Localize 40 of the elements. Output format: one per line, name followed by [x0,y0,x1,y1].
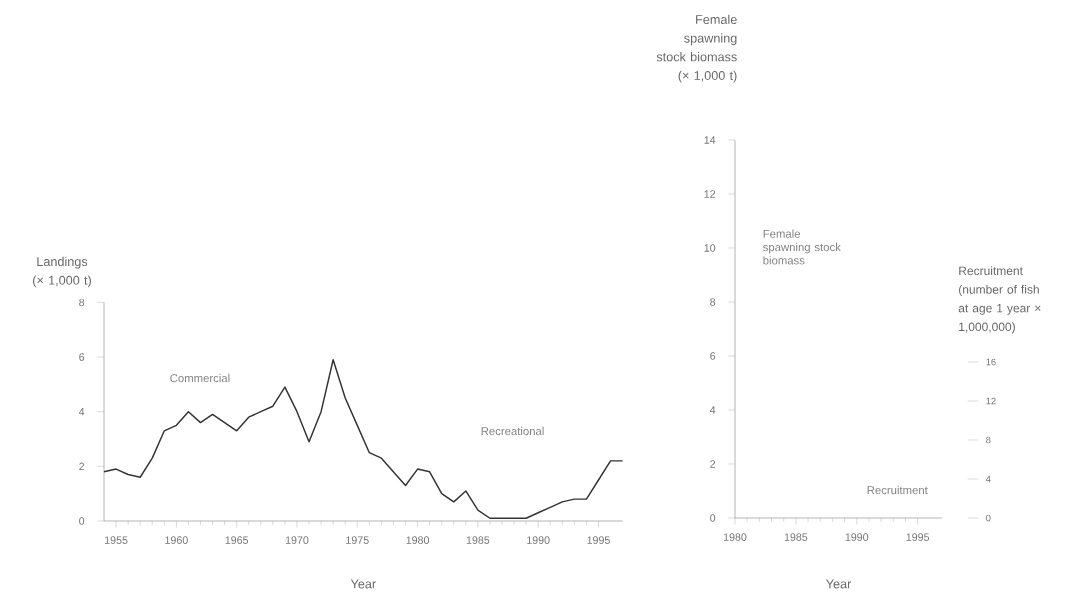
annotation: Recreational [481,426,544,436]
annotation: Female spawning stock biomass [763,229,841,265]
y-tick-label: 10 [704,244,716,252]
x-tick-label: 1985 [466,536,490,544]
x-tick-label: 1980 [723,533,747,541]
y2-tick-label: 4 [985,475,991,483]
y2-tick-label: 16 [986,358,996,366]
x-tick-label: 1960 [165,536,188,544]
x-tick-label: 1985 [784,533,808,541]
y-tick-label: 0 [79,517,85,525]
x-tick-label: 1970 [285,536,309,544]
y-tick-label: 8 [710,298,716,306]
x-tick-label: 1990 [527,536,550,544]
y2-tick-label: 8 [986,436,991,444]
y-tick-label: 0 [710,514,716,522]
x-tick-label: 1955 [105,536,128,544]
x-tick-label: 1980 [406,536,430,544]
x-tick-label: 1995 [906,533,930,541]
x-axis-title: Year [825,579,852,589]
x-tick-label: 1975 [346,536,369,544]
y-tick-label: 4 [78,408,85,416]
y-tick-label: 2 [79,462,85,471]
y-tick-label: 6 [79,353,85,361]
y-tick-label: 14 [704,136,716,144]
y-tick-label: 8 [79,298,85,307]
y-tick-label: 2 [710,460,716,468]
x-tick-label: 1995 [587,536,610,544]
x-axis-title: Year [350,579,376,589]
y-axis-title: Female spawning stock biomass (× 1,000 t) [656,14,737,83]
y2-axis-title: Recruitment (number of fish at age 1 year × 1,000,000) [958,266,1041,334]
annotation: Recruitment [867,485,928,495]
x-tick-label: 1990 [845,533,869,541]
annotation: Commercial [170,373,230,383]
y-tick-label: 4 [709,406,716,414]
y2-tick-label: 0 [986,514,991,522]
y-tick-label: 12 [704,190,716,198]
x-tick-label: 1965 [225,536,249,544]
y-tick-label: 6 [710,352,716,360]
y2-tick-label: 12 [986,397,996,405]
y-axis-title: Landings (× 1,000 t) [33,256,91,288]
